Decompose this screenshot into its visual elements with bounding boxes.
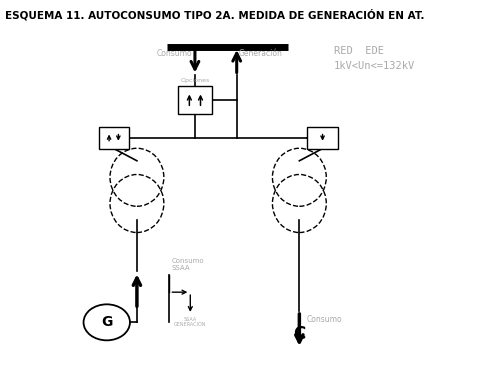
Text: SSAA
GENERACIÓN: SSAA GENERACIÓN	[174, 317, 206, 328]
Text: Generación: Generación	[239, 49, 283, 58]
Text: Opciones: Opciones	[180, 78, 210, 83]
Text: Consumo: Consumo	[157, 49, 192, 58]
Bar	[98, 127, 129, 149]
Text: Consumo
SSAA: Consumo SSAA	[172, 258, 204, 271]
Text: G: G	[101, 315, 112, 329]
Text: Consumo: Consumo	[306, 315, 342, 324]
Text: C: C	[293, 325, 306, 343]
Bar	[178, 86, 212, 114]
Bar	[308, 127, 338, 149]
Text: RED  EDE
1kV<Un<=132kV: RED EDE 1kV<Un<=132kV	[334, 46, 415, 71]
Text: ESQUEMA 11. AUTOCONSUMO TIPO 2A. MEDIDA DE GENERACIÓN EN AT.: ESQUEMA 11. AUTOCONSUMO TIPO 2A. MEDIDA …	[4, 9, 424, 21]
